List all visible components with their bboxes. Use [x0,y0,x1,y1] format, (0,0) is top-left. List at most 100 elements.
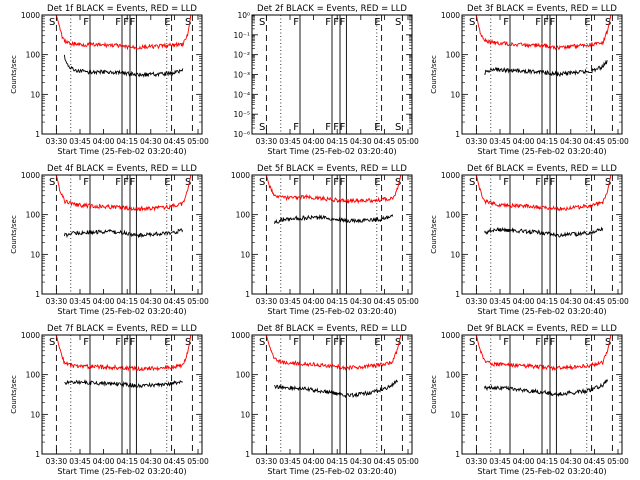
x-tick-label: 04:00 [93,137,115,146]
marker-label-E: E [164,337,170,348]
x-axis-label: Start Time (25-Feb-02 03:20:40) [477,307,606,316]
marker-label-S: S [395,122,401,133]
y-tick-label: 1 [35,290,40,299]
series-line-lld [265,334,402,371]
x-tick-label: 03:30 [46,457,68,466]
x-tick-label: 04:30 [350,297,372,306]
marker-label-F: F [325,17,331,28]
marker-label-F: F [340,177,346,188]
x-tick-label: 03:30 [46,137,68,146]
y-tick-label: 1000 [231,331,250,340]
plot-frame [461,174,623,295]
chart-title: Det 1f BLACK = Events, RED = LLD [47,4,197,14]
marker-label-E: E [164,177,170,188]
marker-label-S: S [49,177,55,188]
chart-panel-5: Det 5f BLACK = Events, RED = LLD 1 10 100 10… [231,164,419,316]
y-tick-label: 1 [455,130,460,139]
marker-label-F: F [130,337,136,348]
x-tick-label: 04:00 [513,137,535,146]
x-tick-label: 04:15 [116,457,138,466]
x-tick-label: 04:15 [536,297,558,306]
marker-label-S: S [49,337,55,348]
marker-label-F: F [130,17,136,28]
y-tick-label: 1000 [21,171,40,180]
y-axis-label: Counts/sec [10,215,18,254]
y-tick-label: 100 [26,371,41,380]
plot-frame [41,174,203,295]
series-line-events [274,379,398,399]
x-tick-label: 04:30 [140,137,162,146]
x-tick-label: 05:00 [187,297,209,306]
y-tick-label: 10 [450,410,460,419]
marker-label-S: S [259,17,265,28]
marker-label-F: F [333,177,339,188]
marker-label-F: F [123,17,129,28]
y-tick-label: 100 [446,211,461,220]
x-tick-label: 04:45 [374,457,396,466]
x-axis-label: Start Time (25-Feb-02 03:20:40) [267,147,396,156]
marker-label-S: S [469,337,475,348]
series-line-lld [55,334,192,372]
marker-label-S: S [185,337,191,348]
y-tick-label: 100 [446,371,461,380]
x-tick-label: 04:15 [536,457,558,466]
marker-label-F: F [333,337,339,348]
x-tick-label: 04:45 [584,137,606,146]
marker-label-S: S [395,177,401,188]
x-tick-label: 04:00 [93,457,115,466]
x-tick-label: 05:00 [187,457,209,466]
marker-label-F: F [123,337,129,348]
y-tick-label: 10 [30,90,40,99]
series-line-lld [475,174,612,212]
chart-title: Det 8f BLACK = Events, RED = LLD [257,324,407,334]
x-tick-label: 03:30 [256,297,278,306]
x-tick-label: 03:30 [256,137,278,146]
marker-label-S: S [605,17,611,28]
chart-panel-2: Det 2f BLACK = Events, RED = LLD 10⁻⁶ 10⁻⁵… [233,4,419,156]
x-axis-label: Start Time (25-Feb-02 03:20:40) [477,467,606,476]
x-axis-label: Start Time (25-Feb-02 03:20:40) [267,307,396,316]
plot-frame [251,14,413,135]
y-tick-label: 1 [245,290,250,299]
x-tick-label: 04:30 [140,457,162,466]
x-tick-label: 03:30 [46,297,68,306]
y-tick-label: 1000 [21,11,40,20]
y-tick-label: 100 [236,371,251,380]
x-tick-label: 03:30 [466,297,488,306]
marker-label-F: F [543,177,549,188]
y-axis-label: Counts/sec [430,215,438,254]
x-tick-label: 04:30 [560,137,582,146]
y-tick-label: 10 [240,250,250,259]
y-tick-label: 10 [450,90,460,99]
chart-title: Det 9f BLACK = Events, RED = LLD [467,324,617,334]
plot-frame [41,14,203,135]
x-axis-label: Start Time (25-Feb-02 03:20:40) [267,467,396,476]
series-line-lld [265,174,402,205]
x-tick-label: 04:15 [116,137,138,146]
chart-panel-4: Det 4f BLACK = Events, RED = LLD 1 10 100 10… [10,164,209,316]
marker-label-E: E [374,177,380,188]
marker-label-S: S [469,177,475,188]
marker-label-F: F [325,337,331,348]
y-tick-label: 1 [35,450,40,459]
y-tick-label: 1000 [441,171,460,180]
x-tick-label: 03:45 [489,297,511,306]
x-tick-label: 04:15 [116,297,138,306]
x-tick-label: 04:30 [350,137,372,146]
y-tick-label: 10⁻¹ [233,31,250,40]
marker-label-F: F [550,337,556,348]
x-tick-label: 04:15 [536,137,558,146]
chart-title: Det 6f BLACK = Events, RED = LLD [467,164,617,174]
y-tick-label: 1000 [441,331,460,340]
marker-label-S: S [259,337,265,348]
chart-panel-7: Det 7f BLACK = Events, RED = LLD 1 10 100 10… [10,324,209,476]
plot-frame [251,174,413,295]
series-line-events [484,226,604,238]
y-tick-label: 100 [26,51,41,60]
marker-label-F: F [83,17,89,28]
chart-title: Det 3f BLACK = Events, RED = LLD [467,4,617,14]
chart-panel-6: Det 6f BLACK = Events, RED = LLD 1 10 100 10… [430,164,629,316]
y-tick-label: 1 [455,290,460,299]
x-axis-label: Start Time (25-Feb-02 03:20:40) [57,307,186,316]
marker-label-S: S [185,17,191,28]
